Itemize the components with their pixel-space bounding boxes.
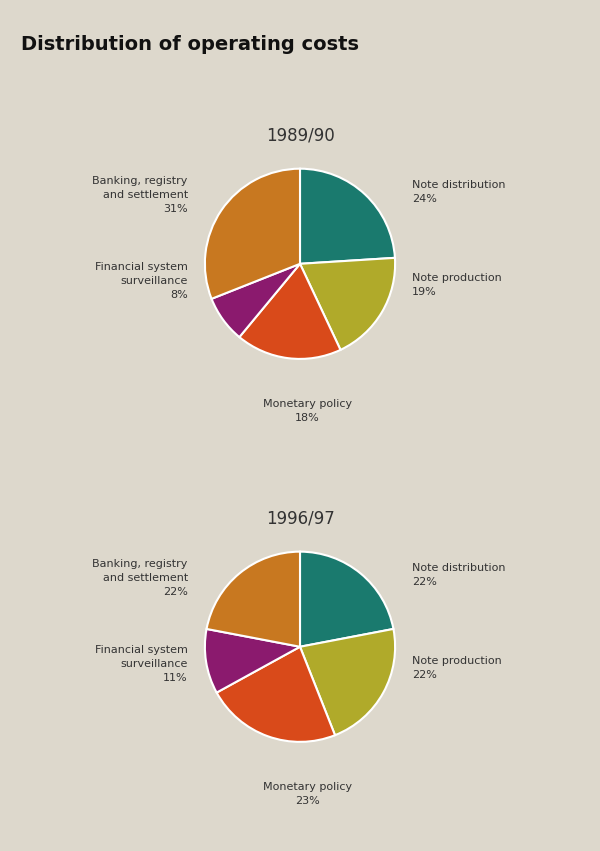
Text: Note production
19%: Note production 19% [412,272,502,297]
Text: 1996/97: 1996/97 [266,510,334,528]
Text: Distribution of operating costs: Distribution of operating costs [21,35,359,54]
Wedge shape [212,264,300,337]
Text: Banking, registry
and settlement
31%: Banking, registry and settlement 31% [92,176,188,214]
Text: Note production
22%: Note production 22% [412,655,502,680]
Wedge shape [300,551,394,647]
Text: 1989/90: 1989/90 [266,127,334,145]
Text: Financial system
surveillance
8%: Financial system surveillance 8% [95,262,188,300]
Text: Monetary policy
23%: Monetary policy 23% [263,782,352,806]
Text: Banking, registry
and settlement
22%: Banking, registry and settlement 22% [92,559,188,597]
Wedge shape [205,629,300,693]
Wedge shape [300,168,395,264]
Text: Note distribution
22%: Note distribution 22% [412,563,506,587]
Wedge shape [205,168,300,299]
Wedge shape [300,629,395,735]
Text: Note distribution
24%: Note distribution 24% [412,180,506,204]
Text: Monetary policy
18%: Monetary policy 18% [263,399,352,423]
Text: Financial system
surveillance
11%: Financial system surveillance 11% [95,645,188,683]
Wedge shape [300,258,395,350]
Wedge shape [239,264,340,359]
Wedge shape [206,551,300,647]
Wedge shape [217,647,335,742]
